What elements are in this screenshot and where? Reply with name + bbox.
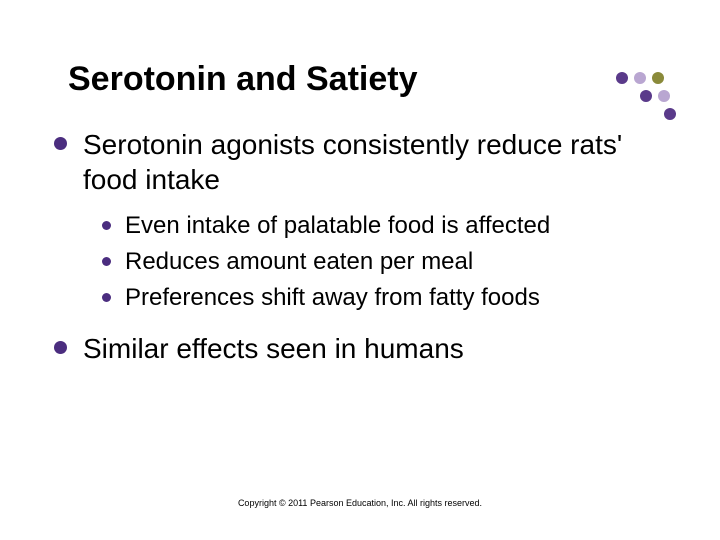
bullet-icon [102, 257, 111, 266]
bullet-text: Similar effects seen in humans [83, 331, 464, 366]
slide-title: Serotonin and Satiety [68, 60, 672, 99]
decor-dot-icon [652, 72, 664, 84]
decor-dot-icon [640, 90, 652, 102]
slide: Serotonin and Satiety Serotonin agonists… [0, 0, 720, 540]
list-item: Reduces amount eaten per meal [102, 247, 672, 277]
bullet-icon [54, 341, 67, 354]
sub-list: Even intake of palatable food is affecte… [102, 211, 672, 313]
decor-dot-icon [634, 72, 646, 84]
bullet-text: Even intake of palatable food is affecte… [125, 211, 550, 241]
decor-dot-icon [664, 108, 676, 120]
decor-dot-icon [616, 72, 628, 84]
list-item: Preferences shift away from fatty foods [102, 283, 672, 313]
bullet-text: Reduces amount eaten per meal [125, 247, 473, 277]
decor-dots [610, 68, 680, 124]
list-item: Even intake of palatable food is affecte… [102, 211, 672, 241]
bullet-icon [54, 137, 67, 150]
bullet-text: Preferences shift away from fatty foods [125, 283, 540, 313]
bullet-icon [102, 221, 111, 230]
copyright-text: Copyright © 2011 Pearson Education, Inc.… [0, 498, 720, 510]
bullet-text: Serotonin agonists consistently reduce r… [83, 127, 672, 197]
list-item: Similar effects seen in humans [54, 331, 672, 366]
list-item: Serotonin agonists consistently reduce r… [54, 127, 672, 197]
bullet-icon [102, 293, 111, 302]
decor-dot-icon [658, 90, 670, 102]
